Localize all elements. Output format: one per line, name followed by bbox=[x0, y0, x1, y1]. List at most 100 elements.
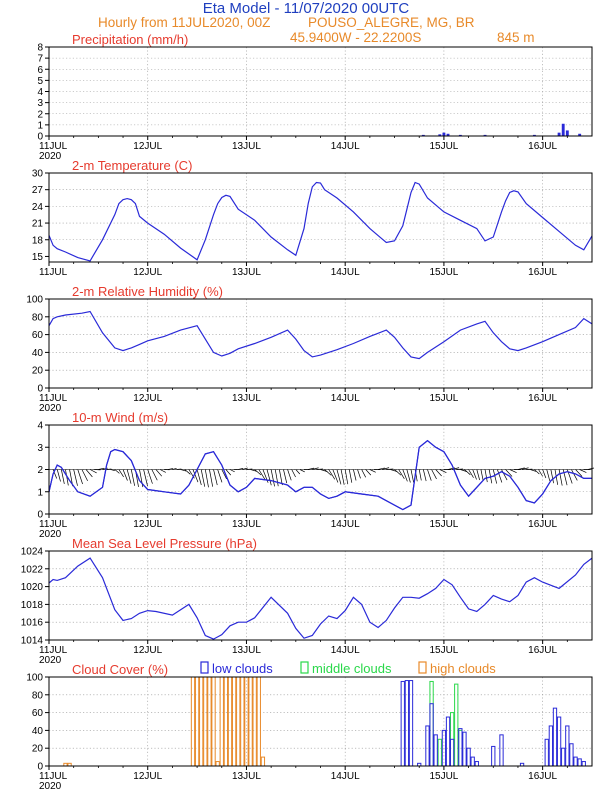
legend-high-label: high clouds bbox=[430, 661, 496, 676]
y-tick-label: 100 bbox=[26, 673, 43, 684]
wind-arrow bbox=[77, 469, 83, 485]
chart-subtitle: Hourly from 11JUL2020, 00Z bbox=[98, 15, 270, 30]
wind-arrow bbox=[213, 469, 218, 486]
x-tick-label: 14JUL bbox=[331, 519, 360, 530]
wind-arrow bbox=[118, 469, 124, 478]
wind-arrow bbox=[509, 469, 517, 474]
x-tick-label: 14JUL bbox=[331, 645, 360, 656]
low-cloud-bar bbox=[577, 758, 582, 767]
wind-frame bbox=[48, 424, 593, 515]
x-tick-label: 16JUL bbox=[528, 645, 557, 656]
year-label: 2020 bbox=[39, 781, 62, 792]
middle-cloud-bar bbox=[454, 683, 459, 767]
wind-arrow bbox=[344, 469, 349, 485]
x-tick-label: 12JUL bbox=[133, 141, 162, 152]
y-tick-label: 4 bbox=[37, 421, 43, 432]
high-cloud-bar bbox=[223, 676, 229, 767]
wind-arrow bbox=[221, 469, 227, 480]
x-tick-label: 11JUL bbox=[39, 141, 68, 152]
x-tick-label: 16JUL bbox=[528, 771, 557, 782]
x-tick-label: 15JUL bbox=[429, 645, 458, 656]
wind-arrow bbox=[398, 469, 405, 479]
temp-title: 2-m Temperature (C) bbox=[72, 158, 192, 173]
wind-arrow bbox=[299, 469, 305, 473]
cloud-frame bbox=[48, 676, 593, 767]
y-tick-label: 40 bbox=[32, 726, 44, 737]
legend-low-label: low clouds bbox=[212, 661, 273, 676]
high-cloud-bar bbox=[190, 676, 196, 767]
y-tick-label: 1022 bbox=[21, 564, 44, 575]
y-tick-label: 7 bbox=[37, 54, 43, 65]
x-tick-label: 14JUL bbox=[331, 393, 360, 404]
wind-arrow bbox=[365, 469, 372, 476]
wind-arrow bbox=[270, 469, 275, 487]
y-tick-label: 8 bbox=[37, 43, 43, 54]
wind-arrow bbox=[492, 469, 498, 484]
high-cloud-bar bbox=[227, 676, 233, 767]
x-tick-label: 11JUL bbox=[39, 267, 68, 278]
wind-speed-line bbox=[48, 439, 592, 511]
wind-arrow bbox=[200, 469, 206, 487]
wind-arrow bbox=[85, 469, 93, 478]
wind-arrow bbox=[143, 469, 148, 487]
wind-arrow bbox=[501, 469, 508, 481]
precip-bar bbox=[561, 123, 565, 136]
high-cloud-bar bbox=[203, 676, 208, 767]
y-tick-label: 80 bbox=[32, 690, 44, 701]
y-tick-label: 1014 bbox=[21, 636, 44, 647]
x-tick-label: 14JUL bbox=[331, 141, 360, 152]
wind-arrow bbox=[394, 469, 402, 476]
wind-arrow bbox=[468, 469, 474, 478]
wind-title: 10-m Wind (m/s) bbox=[72, 410, 168, 425]
high-cloud-bar bbox=[211, 676, 216, 767]
high-cloud-bar bbox=[199, 676, 204, 767]
wind-arrow bbox=[497, 469, 503, 483]
wind-arrow bbox=[312, 467, 319, 470]
precip-bar bbox=[421, 134, 425, 136]
wind-arrow bbox=[406, 469, 411, 483]
precip-bar bbox=[442, 132, 446, 136]
low-cloud-bar bbox=[561, 747, 566, 767]
legend-high-swatch bbox=[418, 661, 427, 674]
y-tick-label: 6 bbox=[37, 65, 43, 76]
wind-arrow bbox=[81, 469, 88, 482]
y-tick-label: 0 bbox=[37, 384, 43, 395]
precip-title: Precipitation (mm/h) bbox=[72, 32, 188, 47]
wind-arrow bbox=[258, 469, 266, 480]
high-cloud-bar bbox=[194, 676, 200, 767]
low-cloud-bar bbox=[445, 716, 451, 767]
y-tick-label: 1016 bbox=[21, 618, 44, 629]
low-cloud-bar bbox=[491, 745, 496, 767]
wind-arrow bbox=[460, 469, 467, 472]
low-cloud-bar bbox=[429, 703, 434, 767]
low-cloud-bar bbox=[462, 731, 467, 767]
low-cloud-bar bbox=[466, 747, 471, 767]
wind-arrow bbox=[484, 469, 488, 483]
wind-arrow bbox=[546, 469, 551, 481]
wind-arrow bbox=[550, 469, 554, 484]
year-label: 2020 bbox=[39, 529, 62, 540]
cloud-legend: low clouds middle clouds high clouds bbox=[200, 661, 496, 676]
x-tick-label: 16JUL bbox=[528, 519, 557, 530]
x-tick-label: 15JUL bbox=[429, 267, 458, 278]
x-tick-label: 13JUL bbox=[232, 645, 261, 656]
temp-frame bbox=[48, 172, 593, 263]
low-cloud-bar bbox=[458, 728, 463, 767]
precip-bar bbox=[458, 134, 462, 136]
low-cloud-bar bbox=[581, 761, 586, 767]
x-tick-label: 14JUL bbox=[331, 267, 360, 278]
wind-arrow bbox=[402, 469, 408, 482]
y-tick-label: 27 bbox=[32, 185, 44, 196]
legend-middle-swatch bbox=[300, 661, 309, 674]
wind-arrow bbox=[217, 469, 223, 483]
x-tick-label: 14JUL bbox=[331, 771, 360, 782]
wind-arrow bbox=[155, 469, 163, 477]
low-cloud-bar bbox=[569, 743, 574, 767]
y-tick-label: 21 bbox=[32, 219, 44, 230]
rh-panel: 0 20 40 60 80 100 11JUL 12JUL 13JUL 14JUL 15JUL 16J… bbox=[26, 284, 593, 414]
wind-arrow bbox=[534, 469, 540, 475]
precip-bar bbox=[532, 134, 536, 136]
y-tick-label: 1020 bbox=[21, 582, 44, 593]
wind-arrow bbox=[114, 469, 120, 474]
